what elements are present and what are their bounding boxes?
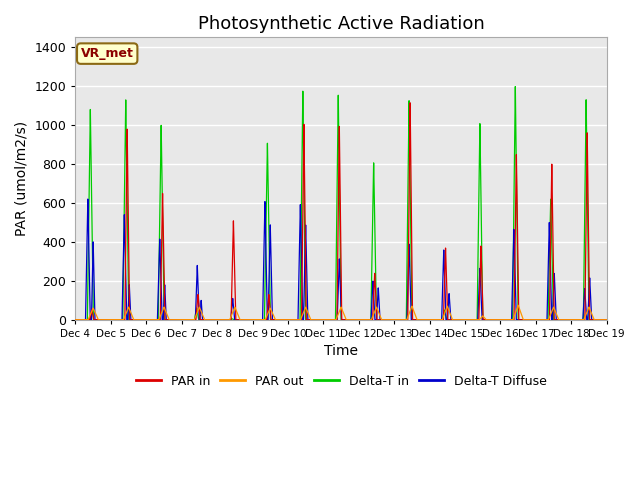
Text: VR_met: VR_met [81,47,134,60]
X-axis label: Time: Time [324,344,358,359]
Y-axis label: PAR (umol/m2/s): PAR (umol/m2/s) [15,121,29,236]
Legend: PAR in, PAR out, Delta-T in, Delta-T Diffuse: PAR in, PAR out, Delta-T in, Delta-T Dif… [131,370,552,393]
Title: Photosynthetic Active Radiation: Photosynthetic Active Radiation [198,15,484,33]
